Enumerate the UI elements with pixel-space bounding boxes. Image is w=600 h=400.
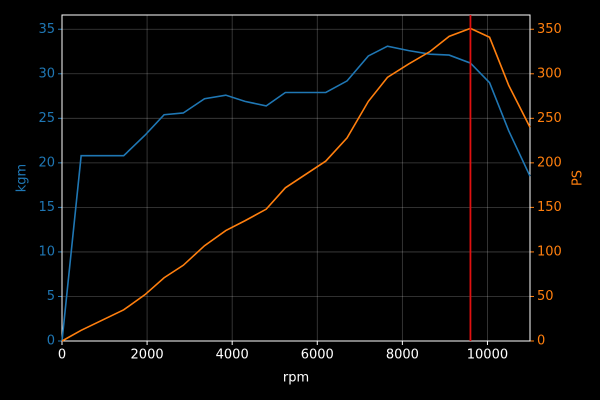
y2-tick-label: 300 <box>537 66 562 81</box>
x-tick-label: 8000 <box>386 348 419 363</box>
x-axis-label: rpm <box>283 371 309 386</box>
y2-tick-label: 200 <box>537 155 562 170</box>
plot-frame <box>61 14 531 342</box>
x-tick-label: 0 <box>58 348 66 363</box>
y2-tick-label: 350 <box>537 22 562 37</box>
y2-tick-label: 150 <box>537 200 562 215</box>
y-tick-label: 30 <box>38 66 55 81</box>
y-axis-label: kgm <box>15 164 30 192</box>
y-tick-label: 0 <box>47 334 55 349</box>
x-tick-label: 4000 <box>216 348 249 363</box>
x-tick-label: 10000 <box>467 348 508 363</box>
y-tick-label: 35 <box>38 22 55 37</box>
y2-tick-label: 250 <box>537 111 562 126</box>
x-tick-label: 6000 <box>301 348 334 363</box>
y2-tick-label: 50 <box>537 289 554 304</box>
y-tick-label: 15 <box>38 200 55 215</box>
series-line <box>61 27 531 342</box>
y-tick-label: 25 <box>38 111 55 126</box>
y-tick-label: 5 <box>47 289 55 304</box>
y2-axis-label: PS <box>571 170 586 186</box>
y2-tick-label: 0 <box>537 334 545 349</box>
series-line <box>61 45 531 342</box>
y-tick-label: 10 <box>38 244 55 259</box>
y-tick-label: 20 <box>38 155 55 170</box>
y2-tick-label: 100 <box>537 244 562 259</box>
x-tick-label: 2000 <box>131 348 164 363</box>
